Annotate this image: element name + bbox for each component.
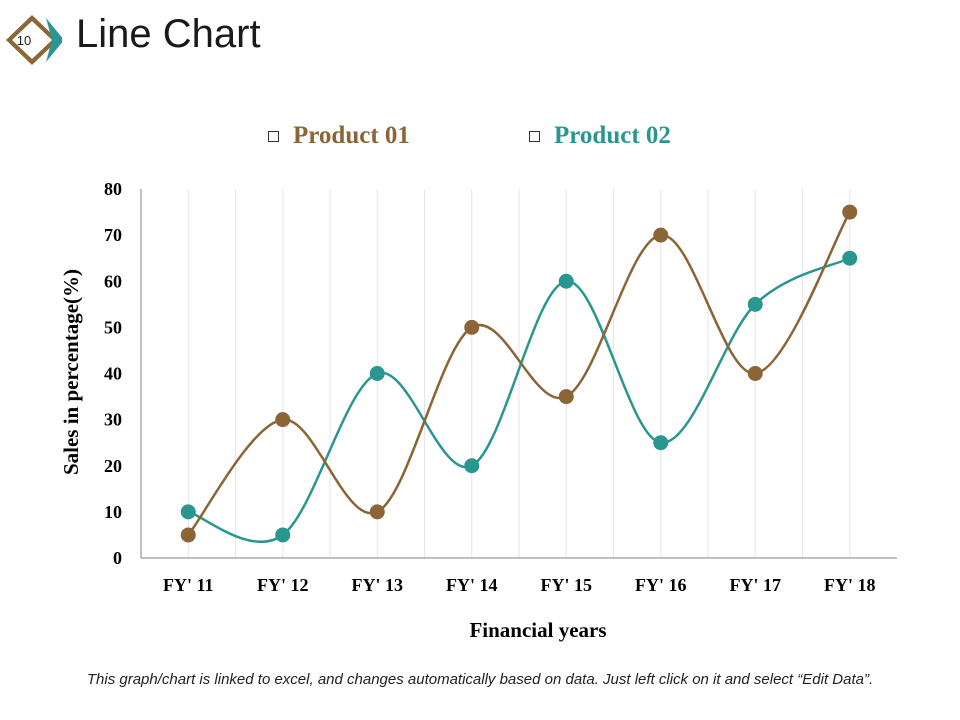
data-point-product-01: [558, 389, 574, 405]
chart-legend: Product 01 Product 02: [0, 122, 960, 156]
data-point-product-01: [275, 412, 291, 428]
legend-label-product-02: Product 02: [554, 122, 671, 149]
slide-number: 10: [17, 33, 31, 48]
legend-item-product-02: Product 02: [529, 122, 671, 150]
x-tick-label: FY' 17: [730, 575, 782, 595]
data-point-product-02: [653, 435, 669, 451]
legend-square-icon: [529, 130, 540, 142]
x-tick-label: FY' 16: [635, 575, 687, 595]
series-line-product-01: [187, 211, 851, 536]
data-point-product-01: [180, 527, 196, 543]
data-point-product-01: [842, 204, 858, 220]
y-tick-label: 40: [104, 364, 122, 384]
x-tick-labels: FY' 11 FY' 12 FY' 13 FY' 14 FY' 15 FY' 16 FY' …: [163, 575, 876, 595]
x-tick-label: FY' 15: [541, 575, 593, 595]
series-line-product-02: [187, 257, 851, 543]
x-tick-label: FY' 12: [257, 575, 309, 595]
y-tick-label: 10: [104, 502, 122, 522]
x-tick-label: FY' 11: [163, 575, 214, 595]
data-point-product-01: [464, 319, 480, 335]
y-axis-title: Sales in percentage(%): [59, 269, 83, 475]
y-tick-label: 20: [104, 456, 122, 476]
data-point-product-02: [558, 273, 574, 289]
y-tick-labels: 0 10 20 30 40 50 60 70 80: [104, 179, 122, 568]
footnote: This graph/chart is linked to excel, and…: [86, 671, 874, 688]
y-tick-label: 0: [113, 548, 122, 568]
data-point-product-01: [653, 227, 669, 243]
x-tick-label: FY' 14: [446, 575, 498, 595]
y-tick-label: 80: [104, 179, 122, 199]
data-point-product-02: [180, 504, 196, 520]
x-tick-label: FY' 13: [352, 575, 404, 595]
legend-item-product-01: Product 01: [268, 122, 410, 150]
data-point-product-02: [464, 458, 480, 474]
series-lines: [187, 211, 851, 543]
data-point-product-02: [275, 527, 291, 543]
x-tick-label: FY' 18: [824, 575, 876, 595]
data-point-product-02: [747, 296, 763, 312]
x-axis-title: Financial years: [469, 618, 606, 642]
data-point-product-02: [369, 366, 385, 381]
data-point-product-01: [747, 366, 763, 381]
legend-label-product-01: Product 01: [293, 122, 410, 149]
axes: [140, 189, 897, 559]
badge-accent-chevron: [46, 18, 62, 62]
badge-diamond-inner: [12, 21, 52, 59]
page-title: Line Chart: [76, 12, 261, 56]
data-point-product-01: [369, 504, 385, 520]
y-tick-label: 70: [104, 225, 122, 245]
series-points: [180, 204, 858, 543]
slide-number-badge: 10: [6, 15, 62, 65]
y-tick-label: 30: [104, 410, 122, 430]
y-tick-label: 60: [104, 271, 122, 291]
data-point-product-02: [842, 250, 858, 266]
legend-square-icon: [268, 130, 279, 142]
y-tick-label: 50: [104, 317, 122, 337]
